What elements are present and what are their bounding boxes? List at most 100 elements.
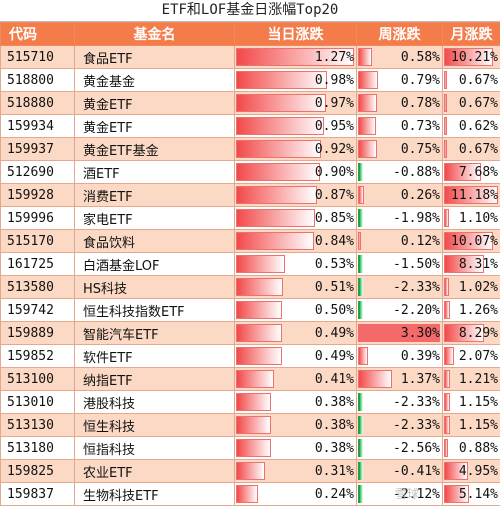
- day-change-bar: [236, 232, 314, 250]
- month-change-cell: 0.67%: [443, 92, 500, 115]
- fund-name: 黄金ETF: [75, 115, 235, 138]
- fund-code: 513180: [1, 437, 75, 460]
- month-change-value: 10.21%: [451, 50, 498, 65]
- day-change-cell: 0.49%: [235, 345, 357, 368]
- month-change-value: 2.07%: [459, 349, 498, 364]
- week-change-bar: [358, 163, 363, 181]
- day-change-bar: [236, 324, 282, 342]
- fund-code: 513130: [1, 414, 75, 437]
- day-change-value: 0.97%: [315, 96, 354, 111]
- week-change-cell: -2.33%: [357, 414, 443, 437]
- fund-code: 512690: [1, 161, 75, 184]
- day-change-cell: 0.95%: [235, 115, 357, 138]
- month-change-bar: [444, 94, 447, 112]
- day-change-value: 0.24%: [315, 487, 354, 502]
- day-change-bar: [236, 485, 258, 503]
- month-change-value: 1.15%: [459, 395, 498, 410]
- day-change-bar: [236, 140, 321, 158]
- day-change-bar: [236, 393, 271, 411]
- day-change-cell: 0.85%: [235, 207, 357, 230]
- fund-name: 软件ETF: [75, 345, 235, 368]
- month-change-bar: [444, 117, 447, 135]
- header-week-change[interactable]: 周涨跌: [357, 23, 443, 46]
- fund-code: 515170: [1, 230, 75, 253]
- fund-name: 白酒基金LOF: [75, 253, 235, 276]
- day-change-cell: 0.24%: [235, 483, 357, 506]
- day-change-value: 0.87%: [315, 188, 354, 203]
- month-change-value: 0.67%: [459, 96, 498, 111]
- month-change-cell: 7.68%: [443, 161, 500, 184]
- week-change-cell: -2.56%: [357, 437, 443, 460]
- week-change-cell: 1.37%: [357, 368, 443, 391]
- month-change-value: 0.67%: [459, 142, 498, 157]
- day-change-cell: 0.49%: [235, 322, 357, 345]
- week-change-cell: 0.58%: [357, 46, 443, 69]
- fund-name: 酒ETF: [75, 161, 235, 184]
- month-change-value: 8.31%: [459, 257, 498, 272]
- fund-code: 518800: [1, 69, 75, 92]
- week-change-cell: 0.39%: [357, 345, 443, 368]
- week-change-value: 1.37%: [401, 372, 440, 387]
- day-change-cell: 0.87%: [235, 184, 357, 207]
- week-change-bar: [358, 186, 364, 204]
- fund-name: 智能汽车ETF: [75, 322, 235, 345]
- week-change-bar: [358, 393, 363, 411]
- day-change-bar: [236, 416, 271, 434]
- month-change-bar: [444, 209, 449, 227]
- month-change-value: 8.29%: [459, 326, 498, 341]
- month-change-cell: 1.15%: [443, 414, 500, 437]
- header-month-change[interactable]: 月涨跌: [443, 23, 500, 46]
- week-change-cell: 0.73%: [357, 115, 443, 138]
- day-change-value: 0.53%: [315, 257, 354, 272]
- month-change-cell: 0.62%: [443, 115, 500, 138]
- fund-code: 159928: [1, 184, 75, 207]
- fund-code: 159937: [1, 138, 75, 161]
- week-change-value: -2.33%: [393, 280, 440, 295]
- month-change-value: 11.18%: [451, 188, 498, 203]
- day-change-cell: 0.41%: [235, 368, 357, 391]
- week-change-cell: -1.98%: [357, 207, 443, 230]
- week-change-value: -0.88%: [393, 165, 440, 180]
- day-change-cell: 0.53%: [235, 253, 357, 276]
- month-change-value: 0.88%: [459, 441, 498, 456]
- month-change-value: 1.21%: [459, 372, 498, 387]
- week-change-bar: [358, 71, 378, 89]
- fund-code: 513580: [1, 276, 75, 299]
- day-change-cell: 0.90%: [235, 161, 357, 184]
- header-code[interactable]: 代码: [1, 23, 75, 46]
- day-change-cell: 0.38%: [235, 437, 357, 460]
- day-change-value: 1.27%: [315, 50, 354, 65]
- fund-name: 黄金ETF: [75, 92, 235, 115]
- week-change-bar: [358, 416, 363, 434]
- watermark: 雪球: [395, 485, 419, 502]
- fund-code: 159996: [1, 207, 75, 230]
- fund-code: 159837: [1, 483, 75, 506]
- day-change-value: 0.49%: [315, 326, 354, 341]
- header-name[interactable]: 基金名: [75, 23, 235, 46]
- week-change-bar: [358, 370, 392, 388]
- week-change-cell: -1.50%: [357, 253, 443, 276]
- month-change-bar: [444, 71, 447, 89]
- header-day-change[interactable]: 当日涨跌: [235, 23, 357, 46]
